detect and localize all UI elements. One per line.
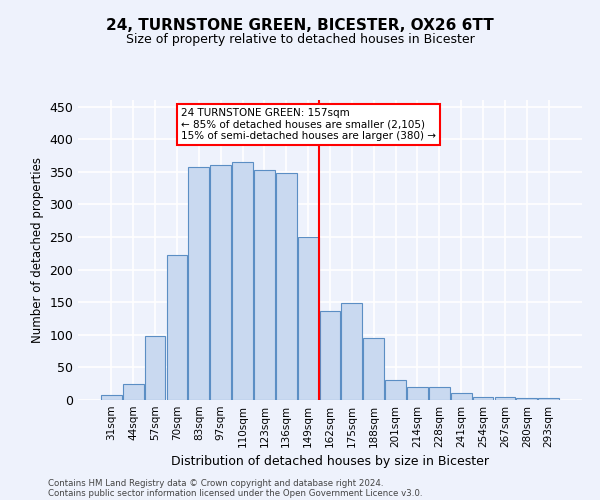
Bar bbox=[385, 380, 406, 400]
Bar bbox=[145, 336, 166, 400]
Bar bbox=[298, 237, 319, 400]
Bar bbox=[210, 165, 231, 400]
Bar bbox=[494, 396, 515, 400]
Bar bbox=[451, 394, 472, 400]
Y-axis label: Number of detached properties: Number of detached properties bbox=[31, 157, 44, 343]
Bar bbox=[188, 166, 209, 400]
Text: Size of property relative to detached houses in Bicester: Size of property relative to detached ho… bbox=[125, 32, 475, 46]
Text: 24, TURNSTONE GREEN, BICESTER, OX26 6TT: 24, TURNSTONE GREEN, BICESTER, OX26 6TT bbox=[106, 18, 494, 32]
Text: Contains public sector information licensed under the Open Government Licence v3: Contains public sector information licen… bbox=[48, 488, 422, 498]
Bar bbox=[123, 384, 143, 400]
Text: Contains HM Land Registry data © Crown copyright and database right 2024.: Contains HM Land Registry data © Crown c… bbox=[48, 478, 383, 488]
Bar bbox=[341, 304, 362, 400]
Bar bbox=[407, 387, 428, 400]
Bar bbox=[320, 310, 340, 400]
Bar bbox=[276, 173, 296, 400]
Bar bbox=[254, 170, 275, 400]
X-axis label: Distribution of detached houses by size in Bicester: Distribution of detached houses by size … bbox=[171, 456, 489, 468]
Bar bbox=[517, 398, 537, 400]
Text: 24 TURNSTONE GREEN: 157sqm
← 85% of detached houses are smaller (2,105)
15% of s: 24 TURNSTONE GREEN: 157sqm ← 85% of deta… bbox=[181, 108, 436, 141]
Bar bbox=[364, 338, 384, 400]
Bar bbox=[429, 387, 450, 400]
Bar bbox=[473, 398, 493, 400]
Bar bbox=[232, 162, 253, 400]
Bar bbox=[538, 398, 559, 400]
Bar bbox=[167, 255, 187, 400]
Bar bbox=[101, 395, 122, 400]
